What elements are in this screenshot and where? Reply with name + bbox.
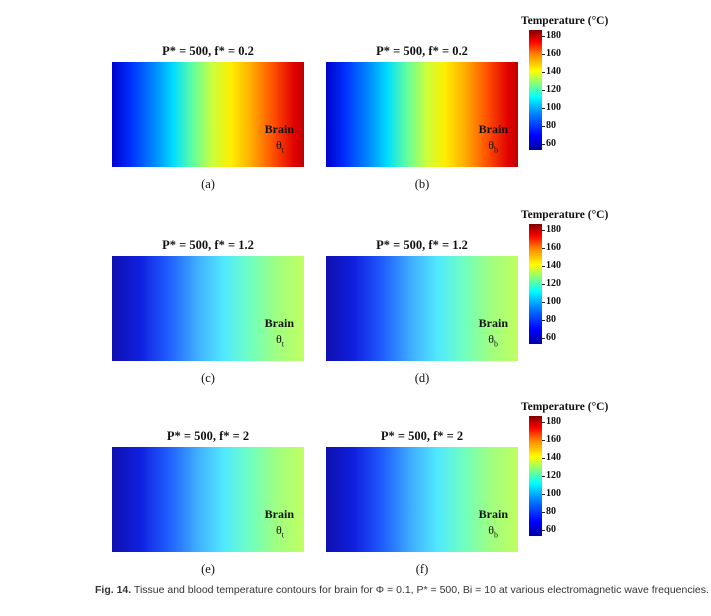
colorbar-tick-mark [542,108,545,109]
subfigure-label: (c) [201,371,215,385]
colorbar-tick-mark [542,458,545,459]
colorbar-tick-label: 180 [546,416,561,427]
colorbar-tick-mark [542,338,545,339]
material-label: Brain [478,507,508,521]
contour-panel: Brain θb [326,62,518,167]
caption-text: Tissue and blood temperature contours fo… [133,584,709,596]
subfigure-label: (e) [201,562,215,576]
colorbar-tick-label: 180 [546,224,561,235]
panel-title: P* = 500, f* = 1.2 [376,238,468,252]
symbol-subscript: b [494,530,498,540]
subfigure-label: (d) [414,371,430,385]
colorbar [529,416,542,536]
colorbar-tick-label: 120 [546,84,561,95]
figure-caption: Fig. 14. Tissue and blood temperature co… [95,584,709,596]
panel-title: P* = 500, f* = 2 [380,429,464,443]
temperature-symbol: θt [276,523,284,539]
symbol-theta: θ [276,523,282,537]
colorbar-tick-label: 160 [546,434,561,445]
colorbar [529,30,542,150]
symbol-theta: θ [488,332,494,346]
colorbar-tick-label: 120 [546,470,561,481]
colorbar-tick-mark [542,302,545,303]
colorbar-tick-label: 60 [546,332,556,343]
colorbar-tick-label: 80 [546,120,556,131]
colorbar-tick-label: 60 [546,524,556,535]
colorbar-tick-label: 120 [546,278,561,289]
colorbar-tick-mark [542,494,545,495]
colorbar-tick-mark [542,72,545,73]
colorbar-tick-mark [542,512,545,513]
caption-label: Fig. 14. [95,584,132,596]
colorbar-tick-mark [542,36,545,37]
symbol-subscript: b [494,145,498,155]
colorbar-tick-mark [542,284,545,285]
colorbar-tick-label: 60 [546,138,556,149]
symbol-theta: θ [488,138,494,152]
colorbar-tick-label: 80 [546,314,556,325]
colorbar-title: Temperature (°C) [521,15,609,27]
colorbar-tick-label: 140 [546,260,561,271]
colorbar-tick-mark [542,530,545,531]
subfigure-label: (b) [414,177,430,191]
temperature-symbol: θb [488,138,498,154]
colorbar-tick-mark [542,476,545,477]
temperature-symbol: θt [276,332,284,348]
colorbar [529,224,542,344]
symbol-theta: θ [276,138,282,152]
colorbar-tick-mark [542,230,545,231]
temperature-symbol: θb [488,523,498,539]
panel-title: P* = 500, f* = 0.2 [162,44,254,58]
symbol-subscript: t [281,145,284,155]
colorbar-tick-mark [542,54,545,55]
colorbar-tick-mark [542,90,545,91]
symbol-theta: θ [488,523,494,537]
symbol-subscript: t [281,530,284,540]
colorbar-tick-mark [542,266,545,267]
colorbar-tick-mark [542,248,545,249]
temperature-symbol: θt [276,138,284,154]
subfigure-label: (a) [201,177,215,191]
material-label: Brain [264,316,294,330]
symbol-theta: θ [276,332,282,346]
panel-title: P* = 500, f* = 0.2 [376,44,468,58]
contour-panel: Brain θb [326,256,518,361]
material-label: Brain [478,316,508,330]
panel-title: P* = 500, f* = 1.2 [162,238,254,252]
colorbar-tick-mark [542,144,545,145]
colorbar-tick-label: 180 [546,30,561,41]
contour-panel: Brain θt [112,447,304,552]
material-label: Brain [264,507,294,521]
temperature-symbol: θb [488,332,498,348]
colorbar-tick-mark [542,422,545,423]
contour-panel: Brain θt [112,256,304,361]
material-label: Brain [478,122,508,136]
colorbar-title: Temperature (°C) [521,401,609,413]
contour-panel: Brain θt [112,62,304,167]
colorbar-tick-label: 100 [546,296,561,307]
colorbar-title: Temperature (°C) [521,209,609,221]
colorbar-tick-mark [542,126,545,127]
colorbar-tick-label: 140 [546,66,561,77]
contour-panel: Brain θb [326,447,518,552]
subfigure-label: (f) [415,562,429,576]
symbol-subscript: t [281,339,284,349]
colorbar-tick-label: 100 [546,488,561,499]
material-label: Brain [264,122,294,136]
colorbar-tick-label: 80 [546,506,556,517]
colorbar-tick-label: 160 [546,48,561,59]
colorbar-tick-mark [542,440,545,441]
colorbar-tick-label: 140 [546,452,561,463]
panel-title: P* = 500, f* = 2 [166,429,250,443]
colorbar-tick-label: 160 [546,242,561,253]
colorbar-tick-mark [542,320,545,321]
symbol-subscript: b [494,339,498,349]
colorbar-tick-label: 100 [546,102,561,113]
